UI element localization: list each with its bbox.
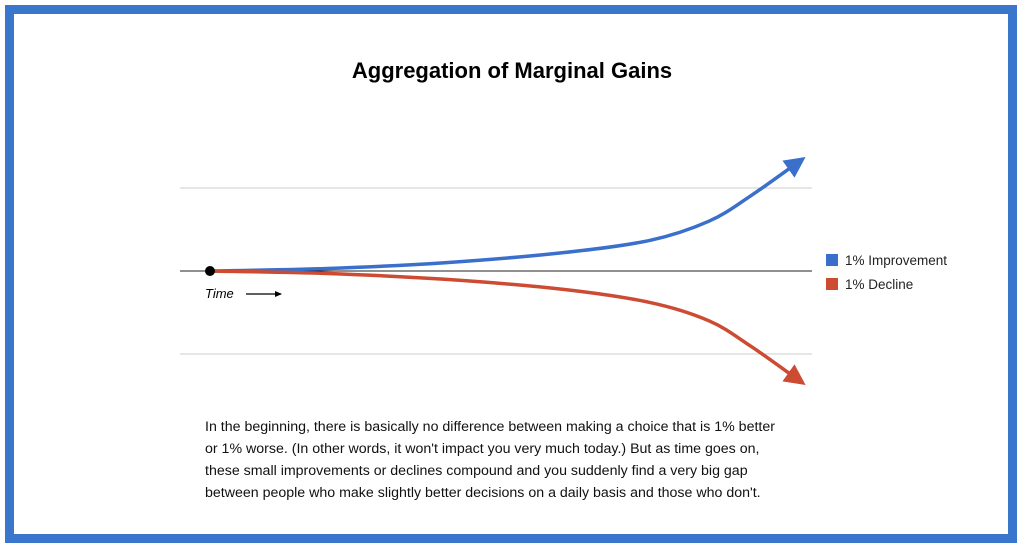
caption-line: between people who make slightly better … xyxy=(205,485,761,501)
caption-line: or 1% worse. (In other words, it won't i… xyxy=(205,441,760,457)
chart-title: Aggregation of Marginal Gains xyxy=(351,58,673,83)
legend-swatch xyxy=(826,254,838,266)
x-axis-label: Time xyxy=(205,286,234,301)
caption-line: these small improvements or declines com… xyxy=(205,463,748,479)
legend-swatch xyxy=(826,278,838,290)
legend-label: 1% Improvement xyxy=(845,253,947,268)
legend-label: 1% Decline xyxy=(845,277,913,292)
series-line-decline xyxy=(208,269,806,385)
origin-point xyxy=(205,266,215,276)
chart-caption: In the beginning, there is basically no … xyxy=(205,416,825,504)
series-line-improvement xyxy=(208,157,806,273)
chart-frame xyxy=(5,5,1017,543)
caption-line: In the beginning, there is basically no … xyxy=(205,419,775,435)
